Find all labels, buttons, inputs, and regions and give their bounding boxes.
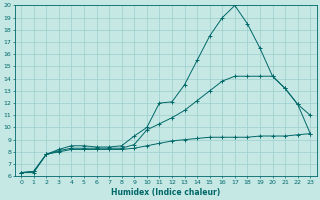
X-axis label: Humidex (Indice chaleur): Humidex (Indice chaleur) bbox=[111, 188, 220, 197]
